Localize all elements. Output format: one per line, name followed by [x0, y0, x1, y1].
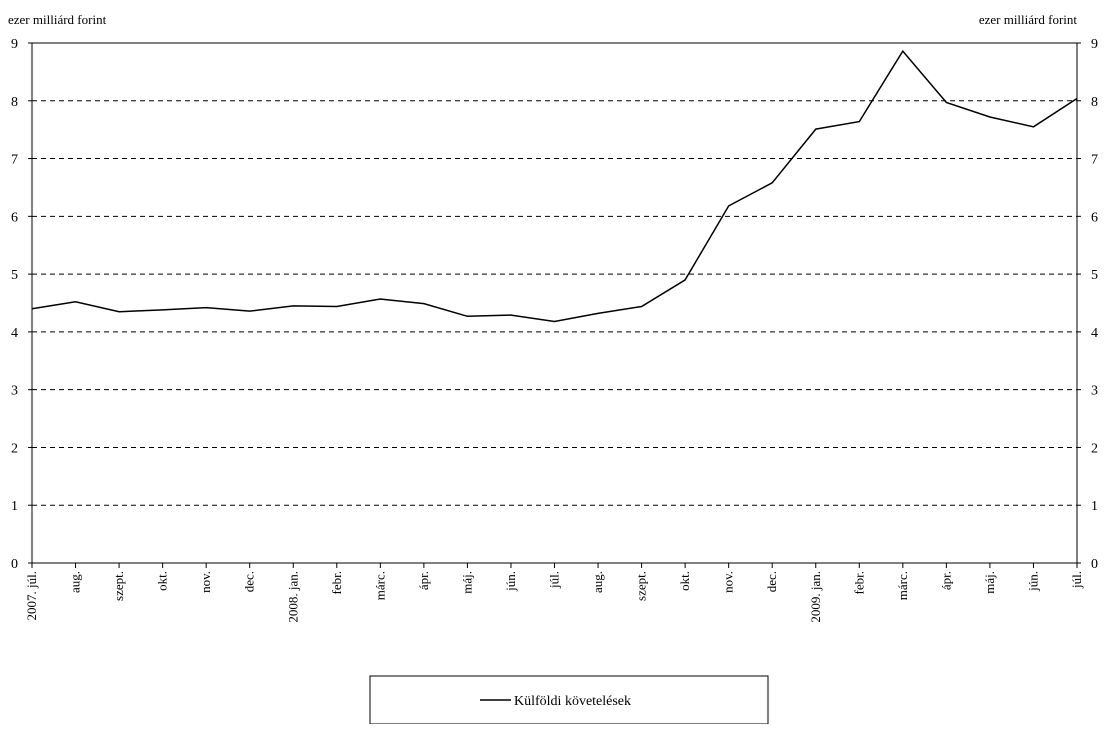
y-tick-label-left: 2: [11, 441, 18, 456]
y-tick-label-left: 0: [11, 557, 18, 572]
y-axis-left-label: ezer milliárd forint: [8, 12, 107, 27]
x-tick-label: márc.: [895, 571, 910, 600]
x-tick-label: nov.: [198, 571, 213, 593]
y-axis-right-ticks: 0 1 2 3 4 5 6 7 8 9: [1077, 37, 1098, 572]
y-tick-label-left: 6: [11, 210, 18, 225]
x-tick-label: jún.: [1025, 571, 1040, 592]
y-tick-label-right: 5: [1091, 268, 1098, 283]
y-axis-left-ticks: 0 1 2 3 4 5 6 7 8 9: [11, 37, 32, 572]
y-tick-label-left: 5: [11, 268, 18, 283]
y-tick-label-right: 8: [1091, 95, 1098, 110]
x-tick-label: márc.: [372, 571, 387, 600]
plot-frame: [31, 42, 1078, 564]
x-tick-label: szept.: [634, 571, 649, 601]
x-tick-label: nov.: [721, 571, 736, 593]
y-tick-label-right: 7: [1091, 153, 1098, 168]
x-tick-label: febr.: [851, 571, 866, 594]
y-tick-label-right: 1: [1091, 499, 1098, 514]
legend: Külföldi követelések: [369, 675, 769, 725]
y-tick-label-left: 4: [11, 326, 18, 341]
y-tick-label-right: 0: [1091, 557, 1098, 572]
x-tick-label: 2009. jan.: [808, 571, 823, 623]
x-tick-label: máj.: [459, 571, 474, 594]
x-axis-ticks: 2007. júl. aug. szept. okt. nov. dec. 2008. ja…: [24, 563, 1084, 623]
x-tick-label: okt.: [155, 571, 170, 591]
series-layer: [31, 49, 1078, 323]
y-tick-label-left: 7: [11, 153, 18, 168]
y-tick-label-right: 4: [1091, 326, 1098, 341]
y-tick-label-left: 9: [11, 37, 18, 52]
x-tick-label: ápr.: [416, 571, 431, 590]
x-tick-label: febr.: [329, 571, 344, 594]
x-tick-label: aug.: [590, 571, 605, 593]
x-tick-label: szept.: [111, 571, 126, 601]
x-tick-label: okt.: [677, 571, 692, 591]
series-line: [31, 49, 1078, 323]
x-tick-label: jún.: [503, 571, 518, 592]
y-tick-label-right: 2: [1091, 441, 1098, 456]
gridlines: [32, 100, 1077, 506]
legend-label: Külföldi követelések: [514, 694, 631, 709]
y-axis-right-label: ezer milliárd forint: [979, 12, 1078, 27]
y-tick-label-right: 6: [1091, 210, 1098, 225]
y-tick-label-left: 3: [11, 384, 18, 399]
x-tick-label: dec.: [242, 571, 257, 592]
y-tick-label-right: 3: [1091, 384, 1098, 399]
x-tick-label: júl.: [1069, 571, 1084, 589]
y-tick-label-left: 8: [11, 95, 18, 110]
x-tick-label: 2008. jan.: [285, 571, 300, 623]
y-tick-label-right: 9: [1091, 37, 1098, 52]
x-tick-label: júl.: [547, 571, 562, 589]
x-tick-label: 2007. júl.: [24, 571, 39, 620]
legend-box: [369, 675, 769, 725]
x-tick-label: ápr.: [938, 571, 953, 590]
x-tick-label: aug.: [68, 571, 83, 593]
x-tick-label: máj.: [982, 571, 997, 594]
x-tick-label: dec.: [764, 571, 779, 592]
y-tick-label-left: 1: [11, 499, 18, 514]
